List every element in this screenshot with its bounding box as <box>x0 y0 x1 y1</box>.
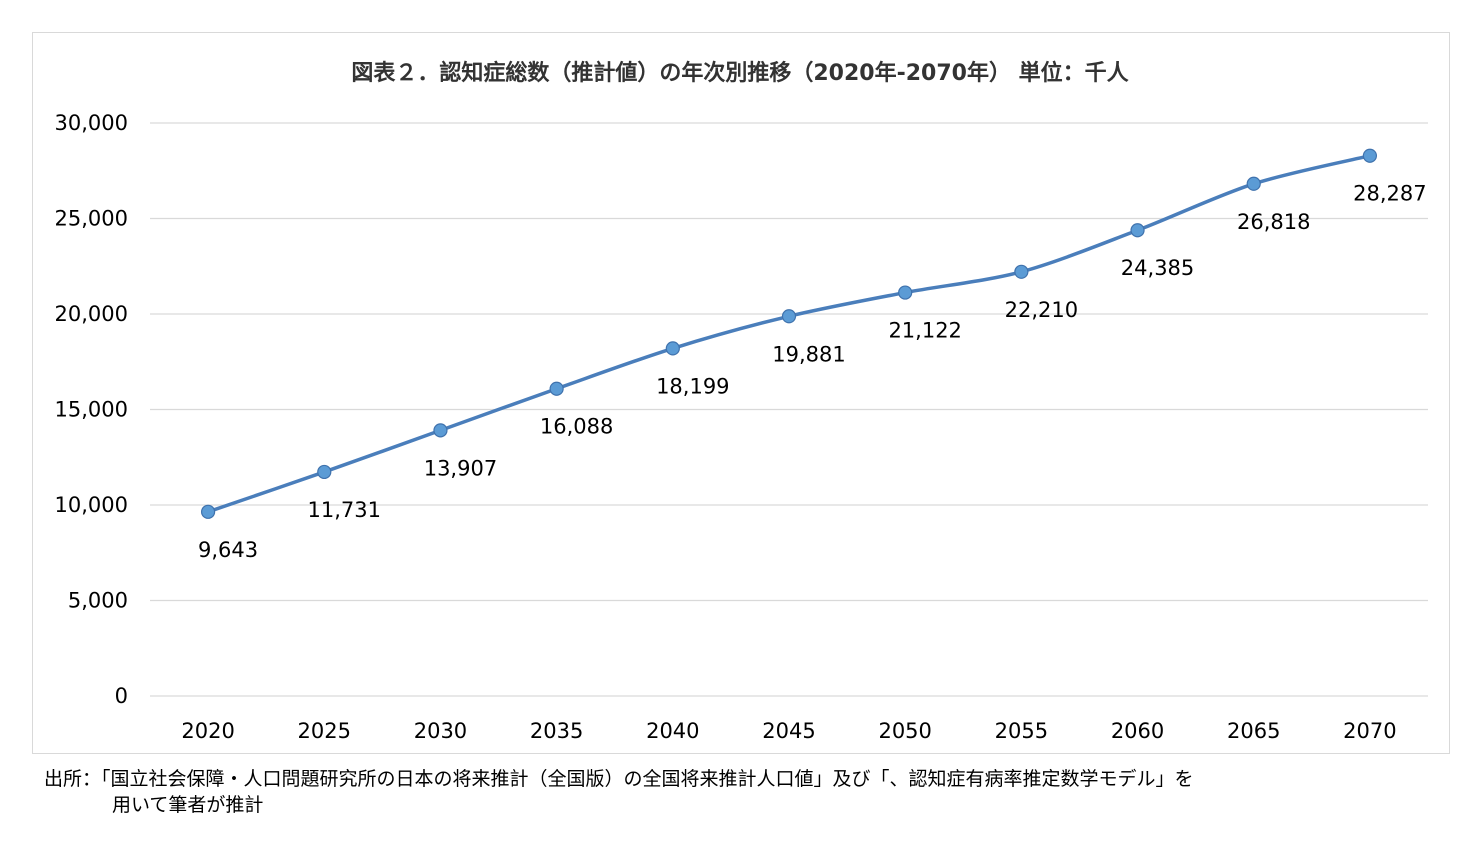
x-tick-label: 2055 <box>995 719 1048 743</box>
x-tick-label: 2060 <box>1111 719 1164 743</box>
y-tick-label: 15,000 <box>55 398 128 422</box>
y-tick-label: 30,000 <box>55 111 128 135</box>
series <box>200 148 1378 519</box>
data-label: 19,881 <box>772 342 845 366</box>
y-tick-label: 20,000 <box>55 302 128 326</box>
chart-frame <box>32 32 1450 754</box>
data-point <box>1246 176 1261 191</box>
x-tick-label: 2020 <box>181 719 234 743</box>
data-label: 13,907 <box>424 456 497 480</box>
source-line-2: 用いて筆者が推計 <box>112 794 264 816</box>
y-axis-ticks: 0 5,000 10,000 15,000 20,000 25,000 30,000 <box>55 111 128 708</box>
x-tick-label: 2035 <box>530 719 583 743</box>
x-tick-label: 2040 <box>646 719 699 743</box>
data-label: 9,643 <box>198 538 258 562</box>
y-tick-label: 10,000 <box>55 493 128 517</box>
data-label: 21,122 <box>888 319 961 343</box>
source-line-1: 出所：「国立社会保障・人口問題研究所の日本の将来推計（全国版）の全国将来推計人口… <box>44 768 1194 790</box>
data-point <box>200 504 216 519</box>
data-point <box>1130 223 1145 238</box>
data-point <box>781 309 797 324</box>
x-tick-label: 2030 <box>414 719 467 743</box>
chart-title: 図表２．認知症総数（推計値）の年次別推移（2020年-2070年） 単位：千人 <box>351 60 1128 86</box>
data-point <box>665 341 680 356</box>
data-label: 22,210 <box>1005 298 1078 322</box>
data-label: 16,088 <box>540 415 613 439</box>
x-tick-label: 2065 <box>1227 719 1280 743</box>
data-label: 26,818 <box>1237 210 1310 234</box>
y-tick-label: 25,000 <box>55 207 128 231</box>
x-tick-label: 2045 <box>762 719 815 743</box>
data-point <box>1014 264 1029 279</box>
data-point <box>433 423 448 438</box>
data-label: 28,287 <box>1353 182 1426 206</box>
data-point <box>317 464 332 480</box>
series-line <box>206 153 1372 514</box>
line-chart: 図表２．認知症総数（推計値）の年次別推移（2020年-2070年） 単位：千人 … <box>55 60 1428 743</box>
x-axis-ticks: 2020 2025 2030 2035 2040 2045 2050 2055 2060 2065… <box>181 719 1396 743</box>
x-tick-label: 2050 <box>878 719 931 743</box>
x-tick-label: 2025 <box>298 719 351 743</box>
data-point <box>1362 148 1378 163</box>
data-label: 18,199 <box>656 374 729 398</box>
x-tick-label: 2070 <box>1343 719 1396 743</box>
y-tick-label: 5,000 <box>68 589 128 613</box>
data-labels: 9,643 11,731 13,907 16,088 18,199 19,881 21,12… <box>198 182 1427 562</box>
data-label: 24,385 <box>1121 256 1194 280</box>
y-tick-label: 0 <box>115 684 128 708</box>
data-point <box>898 285 913 300</box>
data-label: 11,731 <box>308 498 381 522</box>
data-point <box>549 381 564 396</box>
source-note: 出所：「国立社会保障・人口問題研究所の日本の将来推計（全国版）の全国将来推計人口… <box>44 766 1464 818</box>
